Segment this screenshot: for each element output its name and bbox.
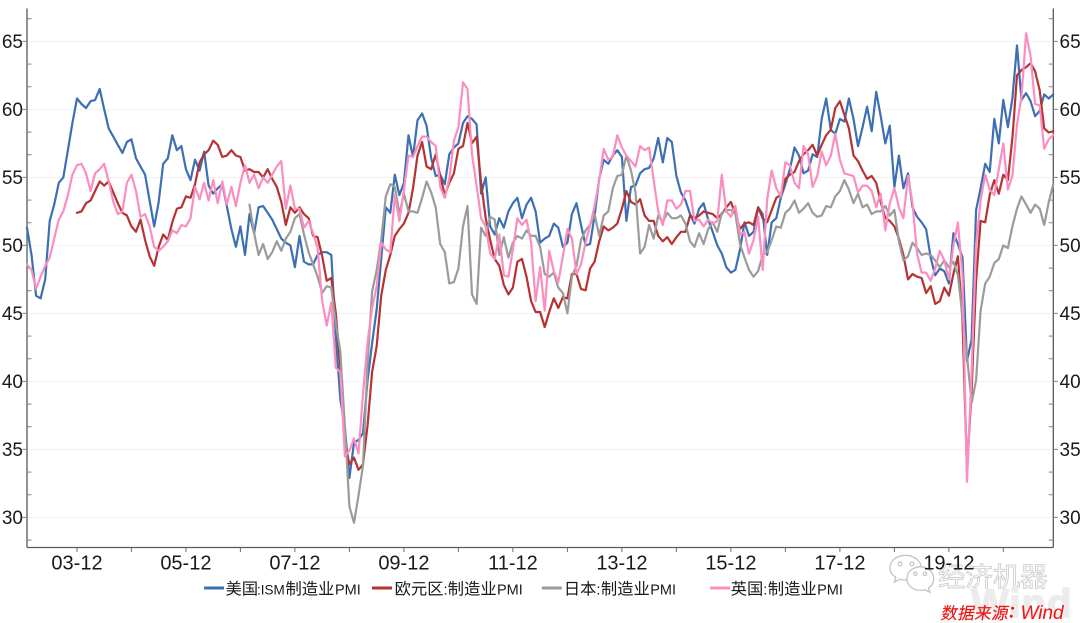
svg-text:35: 35 [1060,440,1080,461]
svg-text:05-12: 05-12 [160,553,211,575]
svg-text:Wind: Wind [971,582,1072,623]
svg-text:19-12: 19-12 [923,553,974,575]
svg-text:55: 55 [1060,168,1080,189]
svg-text:40: 40 [2,372,23,393]
svg-text:17-12: 17-12 [814,553,865,575]
svg-text:15-12: 15-12 [705,553,756,575]
svg-text:65: 65 [2,32,23,53]
svg-text::ISM: :ISM [257,583,285,598]
svg-text:45: 45 [2,304,23,325]
svg-text:PMI: PMI [817,583,843,599]
svg-text:07-12: 07-12 [269,553,320,575]
svg-text:55: 55 [2,168,23,189]
svg-text:65: 65 [1060,32,1080,53]
svg-text:Wind: Wind [1021,603,1066,623]
svg-text:PMI: PMI [497,583,523,599]
svg-text:50: 50 [2,236,23,257]
svg-text:45: 45 [1060,304,1080,325]
svg-text:60: 60 [1060,100,1080,121]
svg-text:03-12: 03-12 [51,553,102,575]
svg-text::: : [444,583,448,599]
svg-text:60: 60 [2,100,23,121]
svg-text:50: 50 [1060,236,1080,257]
svg-text::: : [763,583,767,599]
svg-text:09-12: 09-12 [378,553,429,575]
svg-text::: : [596,583,600,599]
svg-text:35: 35 [2,440,23,461]
svg-text:PMI: PMI [650,583,676,599]
svg-text:11-12: 11-12 [488,553,538,575]
svg-text:PMI: PMI [335,583,361,599]
svg-text:30: 30 [2,508,23,529]
svg-text:30: 30 [1060,508,1080,529]
svg-text:40: 40 [1060,372,1080,393]
svg-text:13-12: 13-12 [596,553,647,575]
